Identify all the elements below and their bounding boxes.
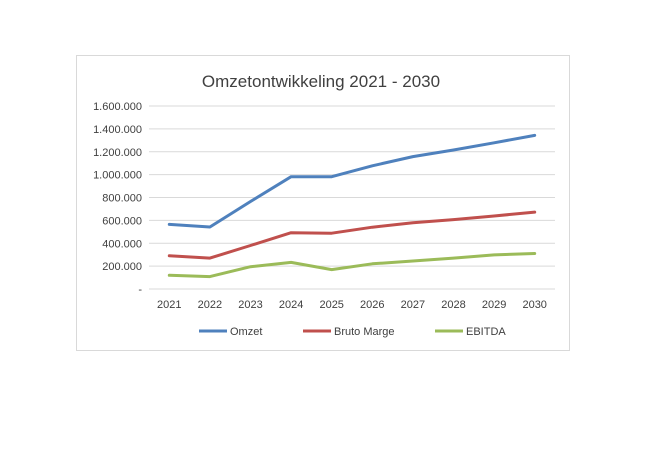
chart-frame: Omzetontwikkeling 2021 - 2030 - 200.000 40… — [76, 55, 570, 351]
x-tick-label: 2021 — [157, 299, 181, 311]
y-axis-ticks: - 200.000 400.000 600.000 800.000 1.000.000 1.… — [93, 101, 142, 296]
y-tick-label: - — [138, 284, 142, 296]
x-tick-label: 2029 — [482, 299, 506, 311]
line-chart: Omzetontwikkeling 2021 - 2030 - 200.000 40… — [93, 72, 555, 338]
x-tick-label: 2024 — [279, 299, 303, 311]
legend-label: Bruto Marge — [334, 326, 395, 338]
y-tick-label: 400.000 — [102, 238, 142, 250]
x-axis-ticks: 2021 2022 2023 2024 2025 2026 2027 2028 2029 2030 — [157, 299, 547, 311]
series-line-ebitda — [167, 252, 537, 279]
x-tick-label: 2027 — [401, 299, 425, 311]
y-tick-label: 1.000.000 — [93, 170, 142, 182]
y-tick-label: 600.000 — [102, 215, 142, 227]
legend-item-omzet: Omzet — [199, 326, 262, 338]
x-tick-label: 2030 — [522, 299, 546, 311]
legend: Omzet Bruto Marge EBITDA — [199, 326, 506, 338]
legend-label: Omzet — [230, 326, 262, 338]
x-tick-label: 2023 — [238, 299, 262, 311]
y-tick-label: 200.000 — [102, 261, 142, 273]
legend-item-ebitda: EBITDA — [435, 326, 506, 338]
x-tick-label: 2025 — [319, 299, 343, 311]
y-tick-label: 1.600.000 — [93, 101, 142, 113]
legend-item-bruto-marge: Bruto Marge — [303, 326, 395, 338]
series-lines — [167, 133, 537, 279]
x-tick-label: 2022 — [198, 299, 222, 311]
chart-title: Omzetontwikkeling 2021 - 2030 — [202, 72, 440, 91]
y-tick-label: 1.200.000 — [93, 147, 142, 159]
y-tick-label: 1.400.000 — [93, 124, 142, 136]
x-tick-label: 2028 — [441, 299, 465, 311]
x-tick-label: 2026 — [360, 299, 384, 311]
series-line-omzet — [167, 133, 537, 229]
series-line-bruto-marge — [167, 210, 537, 260]
gridlines — [149, 105, 555, 290]
legend-label: EBITDA — [466, 326, 506, 338]
y-tick-label: 800.000 — [102, 193, 142, 205]
